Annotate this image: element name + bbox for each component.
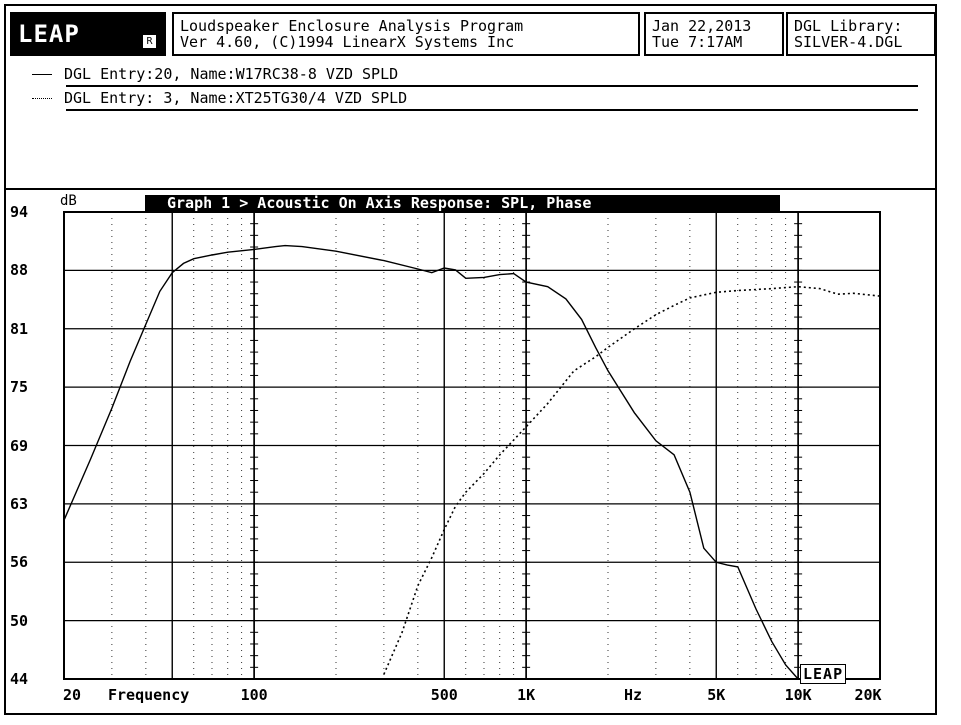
x-axis-label: Frequency: [108, 686, 190, 704]
leap-logo-mark: LEAP: [18, 20, 80, 48]
woofer-spl-curve: [63, 244, 799, 680]
tweeter-spl-curve: [383, 285, 881, 675]
x-tick-label: 10K: [784, 686, 812, 704]
x-tick-label: 100: [240, 686, 268, 704]
legend-entry-solid: DGL Entry:20, Name:W17RC38-8 VZD SPLD: [32, 65, 918, 87]
y-axis-unit: dB: [60, 193, 77, 209]
x-axis-unit: Hz: [624, 686, 643, 704]
y-tick-label: 88: [10, 261, 29, 280]
legend-entry-text: DGL Entry: 3, Name:XT25TG30/4 VZD SPLD: [64, 89, 408, 107]
window-frame: [4, 4, 937, 715]
y-tick-label: 81: [10, 319, 29, 338]
library-label: DGL Library:: [794, 17, 903, 35]
x-tick-label: 20K: [854, 686, 882, 704]
x-tick-label: 5K: [707, 686, 726, 704]
x-tick-label: 1K: [517, 686, 536, 704]
y-tick-label: 50: [10, 611, 29, 630]
date-box: Jan 22,2013 Tue 7:17AM: [644, 12, 784, 56]
dotted-line-swatch: [32, 98, 52, 99]
leap-brand-tag: LEAP: [800, 664, 847, 684]
graph-title: Graph 1 > Acoustic On Axis Response: SPL…: [145, 195, 780, 212]
registered-mark-icon: R: [143, 35, 156, 48]
y-tick-label: 44: [10, 670, 29, 688]
x-tick-label: 20: [62, 686, 82, 704]
y-tick-label: 56: [10, 553, 29, 572]
time-text: Tue 7:17AM: [652, 33, 743, 51]
legend-underline: [66, 85, 918, 87]
legend-entry-dotted: DGL Entry: 3, Name:XT25TG30/4 VZD SPLD: [32, 89, 918, 111]
library-name: SILVER-4.DGL: [794, 33, 903, 51]
library-box: DGL Library: SILVER-4.DGL: [786, 12, 936, 56]
program-title: Loudspeaker Enclosure Analysis Program: [180, 17, 524, 35]
program-version: Ver 4.60, (C)1994 LinearX Systems Inc: [180, 33, 515, 51]
program-title-box: Loudspeaker Enclosure Analysis Program V…: [172, 12, 640, 56]
y-tick-label: 94: [10, 203, 29, 221]
legend-underline: [66, 109, 918, 111]
y-tick-label: 63: [10, 494, 29, 513]
date-text: Jan 22,2013: [652, 17, 752, 35]
legend-entry-text: DGL Entry:20, Name:W17RC38-8 VZD SPLD: [64, 65, 399, 83]
solid-line-swatch: [32, 74, 52, 75]
y-tick-label: 69: [10, 436, 29, 455]
x-tick-label: 500: [430, 686, 458, 704]
y-tick-label: 75: [10, 378, 29, 397]
legend-panel: DGL Entry:20, Name:W17RC38-8 VZD SPLD DG…: [4, 58, 937, 190]
leap-logo: LEAP R: [10, 12, 166, 56]
